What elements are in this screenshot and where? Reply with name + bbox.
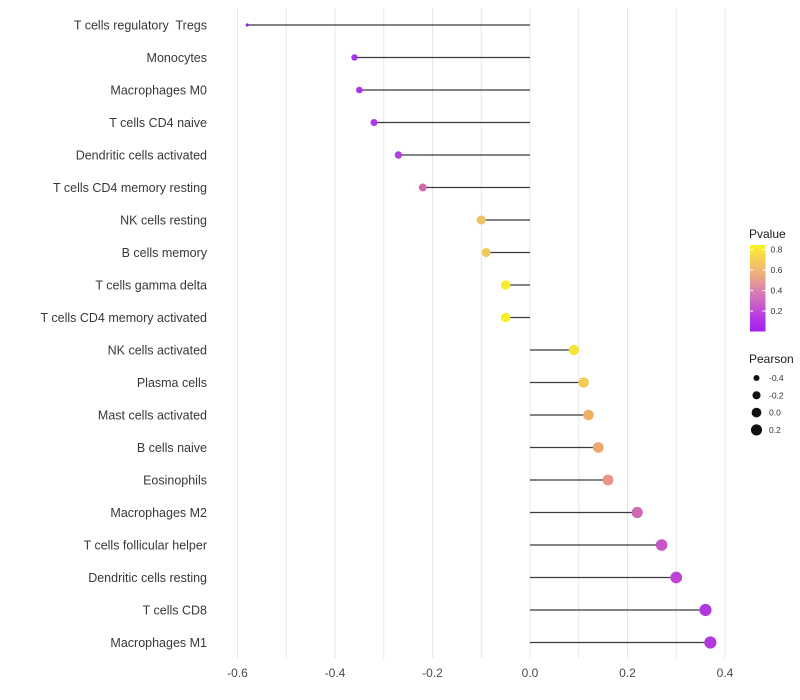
dot xyxy=(699,603,712,617)
dot xyxy=(592,442,604,453)
dot xyxy=(481,247,491,258)
y-axis-label: Macrophages M0 xyxy=(110,83,207,97)
y-axis-label: Monocytes xyxy=(147,51,207,65)
dot xyxy=(394,151,403,159)
lollipop-dots xyxy=(245,23,717,649)
dot xyxy=(418,183,427,192)
dot xyxy=(704,636,717,649)
dot xyxy=(500,312,511,323)
y-axis-label: T cells regulatory Tregs xyxy=(74,18,207,32)
y-axis-label: T cells CD4 memory activated xyxy=(41,311,208,325)
y-axis-label: Macrophages M2 xyxy=(110,506,207,520)
dot xyxy=(670,571,683,584)
dot xyxy=(602,474,614,486)
legend-pearson-title: Pearson xyxy=(749,352,794,366)
pearson-legend-label: 0.0 xyxy=(769,408,781,418)
pearson-legend-dot xyxy=(753,374,760,382)
y-axis-label: NK cells resting xyxy=(120,213,207,227)
pearson-legend-label: 0.2 xyxy=(769,425,781,435)
legend: Pvalue 0.8 0.6 0.4 0.2 Pearson -0.4 -0.2 0.0 0… xyxy=(749,227,794,436)
y-axis-label: Plasma cells xyxy=(137,376,207,390)
pearson-legend-label: -0.4 xyxy=(769,373,784,383)
colorbar-tick-label: 0.2 xyxy=(771,306,783,316)
y-axis-label: Dendritic cells resting xyxy=(88,571,207,585)
pearson-legend-dot xyxy=(752,391,761,400)
x-axis-tick-label: 0.4 xyxy=(717,666,734,680)
y-axis-label: T cells follicular helper xyxy=(84,538,207,552)
x-axis-tick-label: -0.6 xyxy=(227,666,248,680)
y-axis-label: B cells naive xyxy=(137,441,207,455)
dot xyxy=(583,409,594,421)
pearson-legend-dot xyxy=(750,424,763,436)
y-axis-label: B cells memory xyxy=(122,246,208,260)
pearson-legend-label: -0.2 xyxy=(769,390,784,400)
lollipop-stems xyxy=(247,24,711,644)
dot xyxy=(578,377,589,388)
pvalue-colorbar-ticks: 0.8 0.6 0.4 0.2 xyxy=(750,245,783,316)
dot xyxy=(568,344,580,356)
dot xyxy=(655,539,668,551)
y-axis-label: T cells CD8 xyxy=(143,603,207,617)
y-axis-label: Mast cells activated xyxy=(98,408,207,422)
colorbar-tick-label: 0.8 xyxy=(771,245,783,255)
pvalue-colorbar xyxy=(750,245,766,332)
x-axis-tick-label: -0.4 xyxy=(325,666,346,680)
y-axis-label: Dendritic cells activated xyxy=(76,148,207,162)
x-axis-tick-label: -0.2 xyxy=(422,666,443,680)
y-axis-label: Eosinophils xyxy=(143,473,207,487)
y-axis-label: T cells CD4 naive xyxy=(109,116,207,130)
dot xyxy=(356,86,363,94)
colorbar-tick-label: 0.4 xyxy=(771,286,783,296)
x-axis-tick-label: 0.0 xyxy=(522,666,539,680)
gridlines xyxy=(237,8,726,658)
y-axis-label: T cells gamma delta xyxy=(95,278,207,292)
dot xyxy=(351,54,358,61)
dot xyxy=(476,215,486,225)
y-axis-label: NK cells activated xyxy=(108,343,207,357)
pearson-size-legend: -0.4 -0.2 0.0 0.2 xyxy=(750,373,784,436)
colorbar-tick-label: 0.6 xyxy=(771,265,783,275)
x-axis-tick-label: 0.2 xyxy=(619,666,636,680)
dot xyxy=(370,119,378,126)
dot xyxy=(500,280,511,290)
legend-pvalue-title: Pvalue xyxy=(749,227,786,241)
y-axis-label: Macrophages M1 xyxy=(110,636,207,650)
dot xyxy=(631,506,643,519)
y-axis-labels: T cells regulatory Tregs Monocytes Macroph… xyxy=(41,18,208,650)
y-axis-label: T cells CD4 memory resting xyxy=(53,181,207,195)
x-axis-tick-labels: -0.6 -0.4 -0.2 0.0 0.2 0.4 xyxy=(227,666,734,680)
dot xyxy=(245,23,249,27)
pearson-legend-dot xyxy=(751,407,762,418)
